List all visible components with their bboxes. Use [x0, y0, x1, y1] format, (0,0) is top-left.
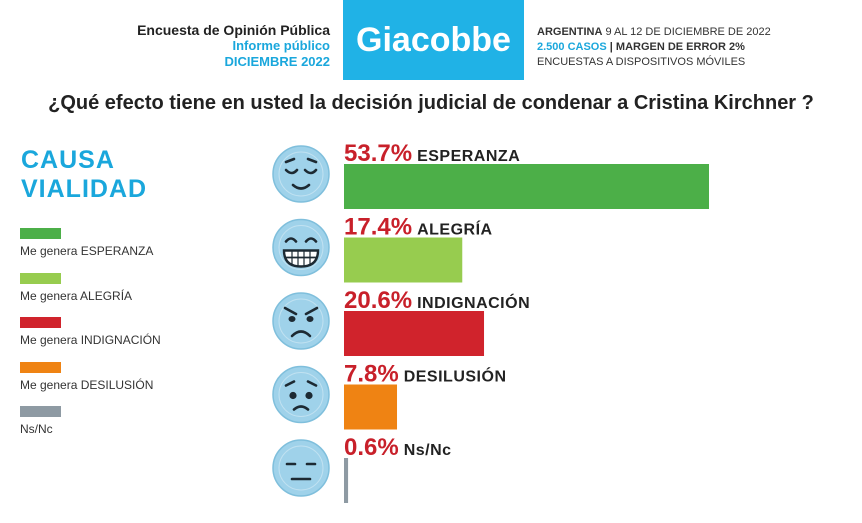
- bar-value-label: 20.6% INDIGNACIÓN: [344, 287, 530, 314]
- fieldwork-line: ARGENTINA 9 AL 12 DE DICIEMBRE DE 2022: [537, 25, 771, 40]
- worried-face-icon: [272, 365, 330, 424]
- bar: [344, 237, 463, 283]
- section-title: CAUSA VIALIDAD: [21, 146, 147, 204]
- bar: [344, 384, 398, 430]
- separator: |: [609, 41, 613, 53]
- neutral-face-icon: [272, 439, 330, 497]
- brand-logo: Giacobbe: [343, 0, 524, 80]
- percent-label: 7.8%: [344, 361, 399, 388]
- dates-range: 9 AL 12 DE DICIEMBRE DE 2022: [605, 26, 771, 38]
- angry-face-icon: [272, 292, 330, 350]
- cases-count: 2.500 CASOS: [537, 41, 607, 53]
- legend-item: Me genera ESPERANZA: [20, 228, 153, 258]
- grinning-face-icon: [272, 218, 330, 277]
- section-title-line2: VIALIDAD: [21, 175, 148, 203]
- chart-title: ¿Qué efecto tiene en usted la decisión j…: [48, 92, 814, 114]
- report-type: Informe público: [232, 38, 331, 53]
- report-date: DICIEMBRE 2022: [224, 54, 330, 69]
- legend-label: Me genera DESILUSIÓN: [20, 377, 154, 392]
- category-label: Ns/Nc: [404, 442, 452, 459]
- legend-swatch: [20, 406, 61, 417]
- legend-label: Me genera INDIGNACIÓN: [20, 333, 161, 347]
- percent-label: 17.4%: [344, 214, 412, 241]
- legend-swatch: [20, 228, 61, 239]
- bar-row: 20.6% INDIGNACIÓN: [272, 287, 530, 356]
- category-label: ALEGRÍA: [417, 220, 493, 239]
- bar-row: 53.7% ESPERANZA: [272, 140, 709, 209]
- error-margin: MARGEN DE ERROR 2%: [615, 41, 745, 53]
- category-label: ESPERANZA: [417, 148, 520, 165]
- category-label: DESILUSIÓN: [404, 367, 507, 386]
- bar: [344, 311, 485, 356]
- legend-label: Ns/Nc: [20, 422, 53, 436]
- survey-title: Encuesta de Opinión Pública: [137, 22, 330, 38]
- bar: [344, 458, 349, 503]
- bar: [344, 164, 709, 209]
- survey-details: ARGENTINA 9 AL 12 DE DICIEMBRE DE 2022 2…: [537, 25, 771, 70]
- bar-row: 0.6% Ns/Nc: [272, 434, 452, 503]
- percent-label: 53.7%: [344, 140, 412, 167]
- legend-item: Me genera ALEGRÍA: [20, 272, 133, 303]
- bar-value-label: 53.7% ESPERANZA: [344, 140, 520, 167]
- legend-item: Me genera INDIGNACIÓN: [20, 317, 161, 347]
- section-title-line1: CAUSA: [21, 146, 115, 174]
- bar-value-label: 7.8% DESILUSIÓN: [344, 361, 507, 388]
- percent-label: 20.6%: [344, 287, 412, 314]
- country-label: ARGENTINA: [537, 26, 603, 38]
- category-label: INDIGNACIÓN: [417, 293, 530, 312]
- legend-label: Me genera ESPERANZA: [20, 244, 154, 258]
- relieved-face-icon: [272, 145, 330, 203]
- percent-label: 0.6%: [344, 434, 399, 461]
- survey-header: Encuesta de Opinión Pública Informe públ…: [137, 22, 330, 70]
- legend-swatch: [20, 272, 61, 284]
- bar-row: 17.4% ALEGRÍA: [272, 214, 493, 283]
- legend-swatch: [20, 361, 61, 373]
- legend-label: Me genera ALEGRÍA: [20, 288, 133, 303]
- legend-item: Ns/Nc: [20, 406, 61, 436]
- legend-swatch: [20, 317, 61, 328]
- sample-line: 2.500 CASOS | MARGEN DE ERROR 2%: [537, 40, 771, 55]
- bar-value-label: 0.6% Ns/Nc: [344, 434, 452, 461]
- bar-value-label: 17.4% ALEGRÍA: [344, 214, 493, 241]
- method-line: ENCUESTAS A DISPOSITIVOS MÓVILES: [537, 56, 746, 68]
- bar-row: 7.8% DESILUSIÓN: [272, 361, 507, 430]
- legend-item: Me genera DESILUSIÓN: [20, 361, 154, 392]
